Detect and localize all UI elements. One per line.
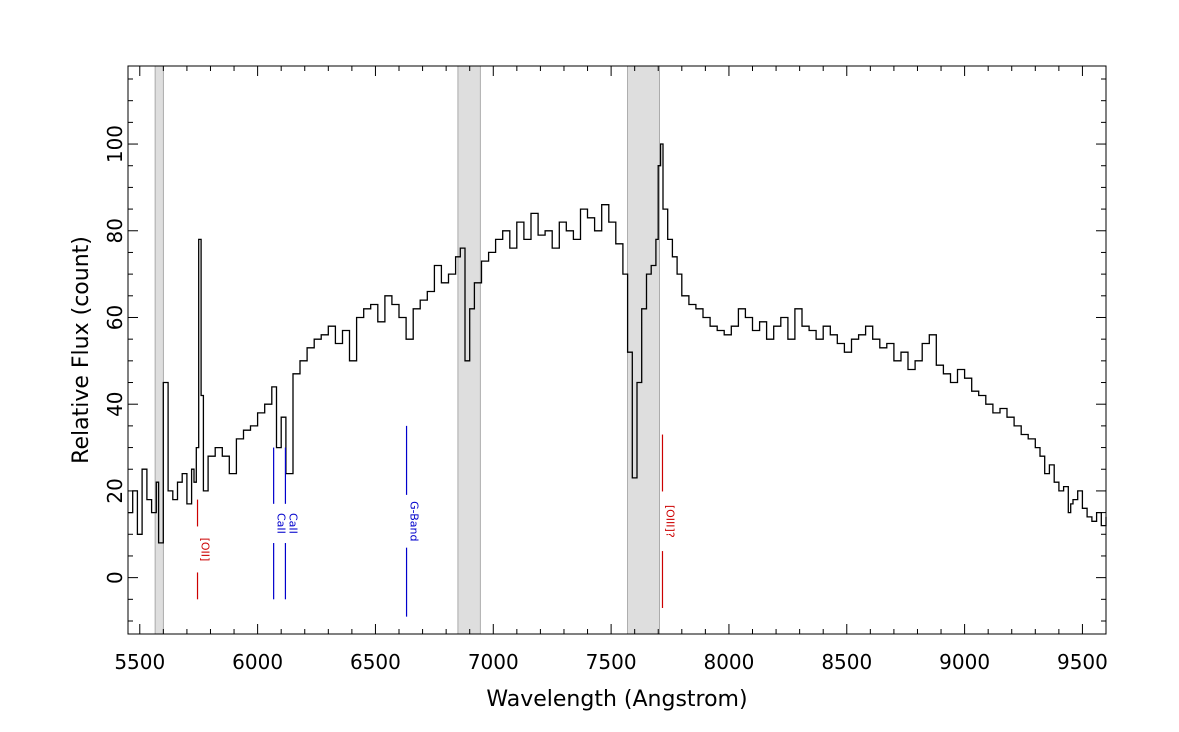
shaded-bands xyxy=(154,65,660,635)
x-axis-title: Wavelength (Angstrom) xyxy=(486,687,747,712)
x-tick-label: 7000 xyxy=(468,650,519,674)
y-tick-label: 100 xyxy=(103,125,127,163)
spectrum-series xyxy=(128,143,1107,544)
spectrum-line-1 xyxy=(128,143,1107,544)
y-tick-label: 0 xyxy=(103,571,127,584)
spectral-line-label-5: [OIII]? xyxy=(663,505,676,538)
y-tick-label: 40 xyxy=(103,391,127,416)
x-tick-label: 6000 xyxy=(232,650,283,674)
x-tick-label: 6500 xyxy=(350,650,401,674)
x-tick-label: 5500 xyxy=(114,650,165,674)
x-tick-label: 9500 xyxy=(1057,650,1108,674)
plot-frame xyxy=(127,65,1107,635)
x-tick-label: 9000 xyxy=(939,650,990,674)
shaded-band-1 xyxy=(154,65,164,635)
x-tick-label: 8000 xyxy=(703,650,754,674)
axis-ticks: 5500 6000 6500 7000 7500 8000 8500 9000 9500 0 20 4… xyxy=(103,66,1108,674)
spectral-line-label-4: G-Band xyxy=(408,501,421,541)
x-tick-label: 7500 xyxy=(586,650,637,674)
x-tick-label: 8500 xyxy=(821,650,872,674)
shaded-band-3 xyxy=(627,65,660,635)
spectral-line-label-2: CaII xyxy=(275,513,288,534)
y-tick-label: 60 xyxy=(103,305,127,330)
spectral-line-label-3: CaII xyxy=(286,513,299,534)
y-axis-title: Relative Flux (count) xyxy=(69,236,94,464)
y-tick-label: 20 xyxy=(103,478,127,503)
spectral-line-label-1: [OII] xyxy=(199,538,212,562)
y-tick-label: 80 xyxy=(103,218,127,243)
